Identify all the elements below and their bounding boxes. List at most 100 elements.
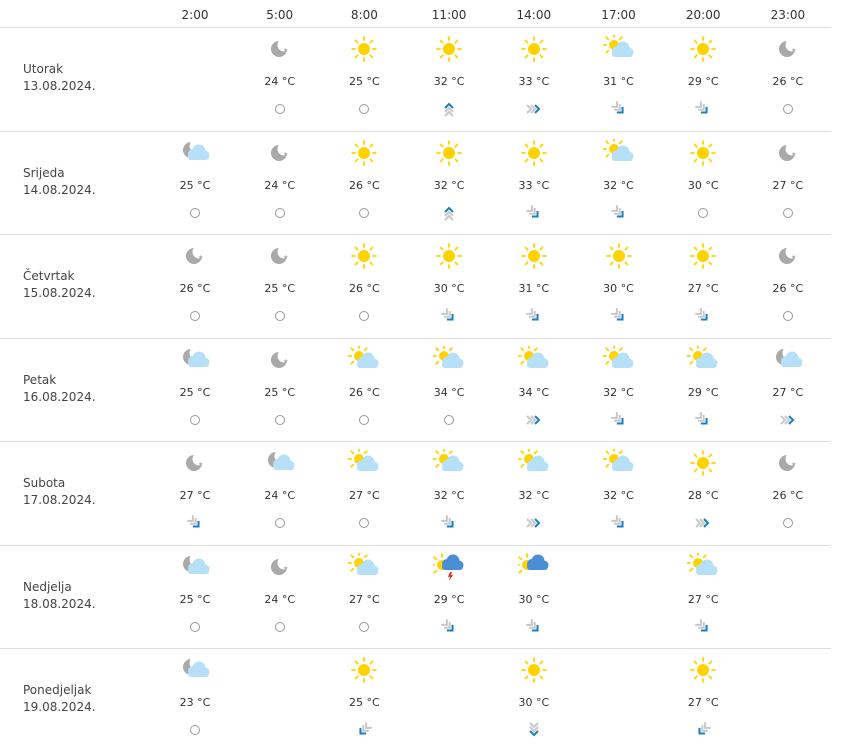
day-date: 16.08.2024. (23, 389, 96, 404)
forecast-cell: 30 °C (494, 648, 574, 751)
forecast-cell: ★ 26 °C (748, 441, 828, 544)
day-row: Petak 16.08.2024. ★ 25 °C ★ 25 °C 26 °C 34 °C 34… (0, 338, 831, 441)
svg-text:★: ★ (283, 358, 288, 365)
wind-calm-icon (274, 621, 285, 632)
forecast-cell: ★ 27 °C (748, 338, 828, 441)
temperature: 27 °C (687, 592, 719, 606)
forecast-cell: ★ 27 °C (748, 131, 828, 234)
temperature: 30 °C (518, 696, 550, 709)
row-separator (0, 441, 831, 442)
forecast-cell: 31 °C (579, 27, 659, 130)
hour-header: 20:00 (685, 8, 721, 22)
wind-calm-icon (782, 104, 793, 114)
forecast-cell: 33 °C (494, 131, 574, 234)
temperature: 27 °C (349, 489, 380, 502)
wind-down-right-icon (695, 618, 708, 632)
forecast-cell: 30 °C (579, 234, 659, 337)
weather-sun-icon (520, 36, 547, 62)
hour-header: 8:00 (350, 8, 378, 22)
weather-sun-cloud-icon (602, 345, 633, 368)
wind-calm-icon (190, 414, 200, 425)
weather-sun-icon (520, 243, 547, 269)
forecast-cell: 29 °C (663, 338, 743, 441)
forecast-cell: 29 °C (663, 27, 743, 130)
wind-down-left-icon (698, 722, 711, 735)
wind-down-right-icon (526, 618, 539, 632)
temperature: 26 °C (349, 385, 380, 399)
wind-calm-icon (359, 104, 370, 114)
weather-sun-icon (351, 657, 378, 683)
forecast-cell: 27 °C (324, 545, 404, 648)
temperature: 32 °C (433, 75, 465, 88)
svg-text:★: ★ (283, 254, 288, 261)
weather-moon-icon: ★ (778, 245, 799, 264)
forecast-cell: 32 °C (409, 441, 489, 544)
temperature: 29 °C (687, 75, 719, 88)
forecast-cell: ★ 24 °C (240, 27, 320, 130)
wind-calm-icon (359, 207, 370, 218)
weather-sun-icon (436, 243, 462, 269)
temperature: 29 °C (433, 592, 465, 606)
forecast-cell: ★ 25 °C (155, 338, 235, 441)
weather-moon-icon: ★ (270, 349, 291, 368)
forecast-cell: ★ 25 °C (155, 131, 235, 234)
weather-sun-cloud-icon (602, 449, 633, 471)
forecast-cell: ★ 24 °C (240, 545, 320, 648)
wind-calm-icon (359, 621, 370, 632)
weather-sun-icon (520, 657, 547, 683)
svg-text:★: ★ (198, 461, 203, 468)
hour-header: 11:00 (431, 8, 467, 22)
forecast-cell: 27 °C (663, 648, 743, 751)
forecast-cell: 33 °C (494, 27, 574, 130)
temperature: 25 °C (349, 75, 380, 88)
row-separator (0, 544, 831, 546)
day-date: 17.08.2024. (23, 493, 96, 507)
temperature: 24 °C (264, 178, 296, 192)
day-label: Četvrtak 15.08.2024. (23, 268, 96, 302)
wind-calm-icon (782, 311, 793, 321)
svg-text:★: ★ (791, 461, 796, 468)
temperature: 30 °C (687, 178, 719, 192)
forecast-cell: 30 °C (663, 131, 743, 234)
forecast-cell: 34 °C (494, 338, 574, 441)
weather-moon-icon: ★ (186, 452, 206, 471)
temperature: 27 °C (687, 282, 719, 295)
weather-sun-icon (690, 139, 717, 166)
forecast-cell (409, 648, 489, 751)
forecast-cell (579, 648, 659, 751)
day-label: Nedjelja 18.08.2024. (23, 579, 96, 613)
weather-moon-icon: ★ (778, 452, 799, 471)
day-label: Subota 17.08.2024. (23, 475, 96, 509)
wind-calm-icon (274, 414, 285, 425)
forecast-cell: 30 °C (409, 234, 489, 337)
day-name: Srijeda (23, 165, 65, 180)
temperature: 26 °C (349, 178, 380, 192)
weather-sun-thunder-icon (433, 552, 464, 581)
forecast-cell: ★ 27 °C (155, 441, 235, 544)
day-row: Ponedjeljak 19.08.2024. ★ 23 °C 25 °C 30 °C 27… (0, 648, 831, 751)
weather-sun-cloud-icon (433, 345, 464, 368)
wind-down-right-icon (441, 308, 454, 321)
weather-sun-cloud-icon (348, 449, 379, 471)
day-name: Ponedjeljak (23, 683, 92, 697)
svg-text:★: ★ (791, 151, 796, 158)
temperature: 32 °C (603, 178, 634, 192)
wind-right-icon (526, 104, 541, 114)
weather-moon-icon: ★ (186, 245, 206, 264)
day-label: Petak 16.08.2024. (23, 372, 96, 406)
temperature: 33 °C (518, 178, 550, 192)
weather-sun-cloud-icon (517, 345, 549, 368)
wind-calm-icon (274, 207, 285, 218)
wind-up-icon (444, 102, 454, 117)
forecast-cell: 32 °C (579, 338, 659, 441)
temperature: 26 °C (772, 282, 804, 295)
weather-sun-cloud-icon (602, 35, 633, 57)
wind-down-icon (529, 722, 539, 737)
temperature: 25 °C (264, 282, 296, 295)
wind-calm-icon (359, 311, 370, 321)
weather-moon-cloud-icon: ★ (267, 449, 295, 470)
day-name: Utorak (23, 62, 64, 76)
temperature: 24 °C (264, 75, 296, 88)
wind-right-icon (780, 414, 795, 425)
day-name: Petak (23, 372, 57, 387)
